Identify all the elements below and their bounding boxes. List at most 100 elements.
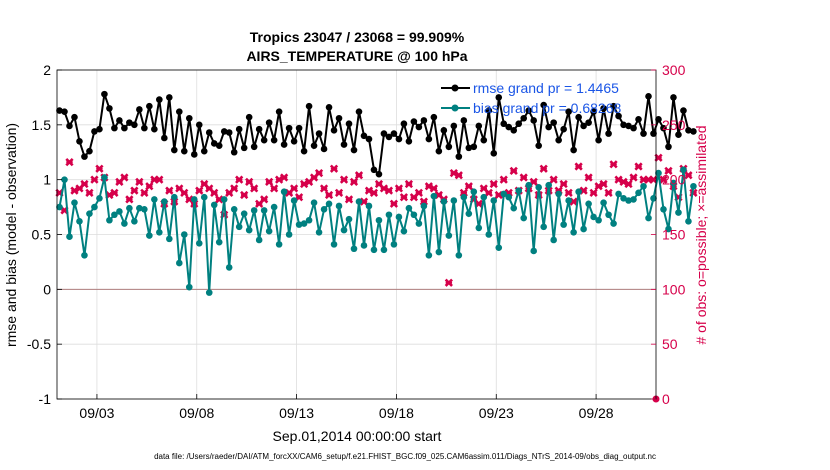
rmse-point <box>640 130 647 137</box>
rmse-point <box>285 124 293 132</box>
bias-point <box>690 182 697 190</box>
rmse-point <box>220 128 228 135</box>
bias-point <box>575 188 582 196</box>
obs-assimilated-marker <box>344 195 354 204</box>
rmse-point <box>615 112 622 120</box>
rmse-point <box>230 148 238 156</box>
obs-assimilated-marker <box>110 188 119 197</box>
right-axis: 0 50 100 150 200 250 300 <box>651 62 686 407</box>
rmse-point <box>81 153 88 160</box>
rmse-point <box>585 119 592 126</box>
rmse-point <box>680 107 687 114</box>
obs-assimilated-marker <box>85 188 94 197</box>
obs-assimilated-marker <box>414 188 424 197</box>
rmse-point <box>620 121 627 129</box>
obs-assimilated-marker <box>180 188 189 197</box>
rmse-point <box>126 119 133 126</box>
bias-point <box>420 202 428 210</box>
rmse-point <box>580 122 587 130</box>
bias-point <box>395 213 403 221</box>
obs-assimilated-marker <box>319 184 329 193</box>
obs-assimilated-marker <box>564 188 573 197</box>
rmse-point <box>485 107 493 114</box>
bias-point <box>460 193 468 201</box>
rmse-point <box>255 125 263 133</box>
obs-assimilated-marker <box>130 186 139 195</box>
obs-assimilated-marker <box>120 173 129 182</box>
bias-point <box>171 193 178 201</box>
bias-point <box>650 195 657 202</box>
obs-assimilated-marker <box>210 188 219 197</box>
obs-assimilated-marker <box>399 193 409 202</box>
rmse-point <box>320 145 328 153</box>
rmse-point <box>106 105 113 112</box>
rmse-point <box>175 108 183 115</box>
obs-assimilated-marker <box>95 164 104 173</box>
left-tick-label-2: 0 <box>43 281 51 297</box>
bias-point <box>330 241 338 248</box>
bias-point <box>205 289 213 296</box>
bias-point <box>475 224 483 232</box>
obs-assimilated-marker <box>539 164 548 173</box>
bias-point <box>86 210 93 217</box>
bias-point <box>175 259 183 267</box>
bias-point <box>660 205 667 213</box>
rmse-point <box>545 123 552 131</box>
rmse-point <box>590 108 597 115</box>
rmse-point <box>190 151 198 158</box>
rmse-point <box>280 141 288 148</box>
obs-assimilated-marker <box>314 168 324 178</box>
rmse-point <box>490 150 498 157</box>
bias-point <box>560 221 567 228</box>
bias-point <box>340 226 348 234</box>
bias-point <box>600 199 607 206</box>
rmse-point <box>225 129 233 136</box>
bias-point <box>485 231 493 238</box>
rmse-point <box>480 136 488 144</box>
rmse-point <box>295 124 303 132</box>
bias-point <box>645 214 652 222</box>
bias-point <box>495 244 503 251</box>
bias-point <box>590 213 597 221</box>
bias-point <box>111 211 118 219</box>
bias-point <box>365 202 373 210</box>
rmse-point <box>111 124 118 132</box>
obs-assimilated-marker <box>339 175 349 184</box>
rmse-point <box>235 125 243 133</box>
rmse-point <box>360 132 368 140</box>
bias-point <box>131 218 138 225</box>
bias-point <box>260 207 268 214</box>
rmse-point <box>290 137 298 145</box>
bias-point <box>470 188 478 196</box>
bias-point <box>91 203 98 211</box>
bias-point <box>630 196 637 203</box>
bias-point <box>280 188 288 196</box>
rmse-point <box>141 124 148 132</box>
obs-assimilated-marker <box>324 190 334 200</box>
bias-point <box>665 225 672 233</box>
rmse-point <box>335 114 343 122</box>
rmse-point <box>425 135 433 143</box>
obs-assimilated-marker <box>484 188 493 197</box>
rmse-point <box>465 144 473 152</box>
rmse-point <box>151 125 158 133</box>
x-tick-label-5: 09/28 <box>579 405 614 421</box>
rmse-point <box>530 117 538 124</box>
bias-point <box>405 204 413 212</box>
rmse-point <box>61 108 68 115</box>
rmse-point <box>630 124 637 132</box>
bias-point <box>190 196 198 203</box>
obs-assimilated-marker <box>429 184 438 193</box>
rmse-point <box>185 114 193 122</box>
rmse-point <box>510 127 518 134</box>
obs-assimilated-marker <box>369 188 379 197</box>
bias-point <box>350 245 358 253</box>
rmse-point <box>450 122 458 130</box>
bias-point <box>360 242 368 249</box>
rmse-point <box>315 130 323 137</box>
obs-assimilated-marker <box>519 173 528 182</box>
obs-assimilated-marker <box>634 162 643 171</box>
rmse-point <box>470 143 478 151</box>
rmse-point <box>690 128 697 135</box>
rmse-point <box>355 108 363 115</box>
